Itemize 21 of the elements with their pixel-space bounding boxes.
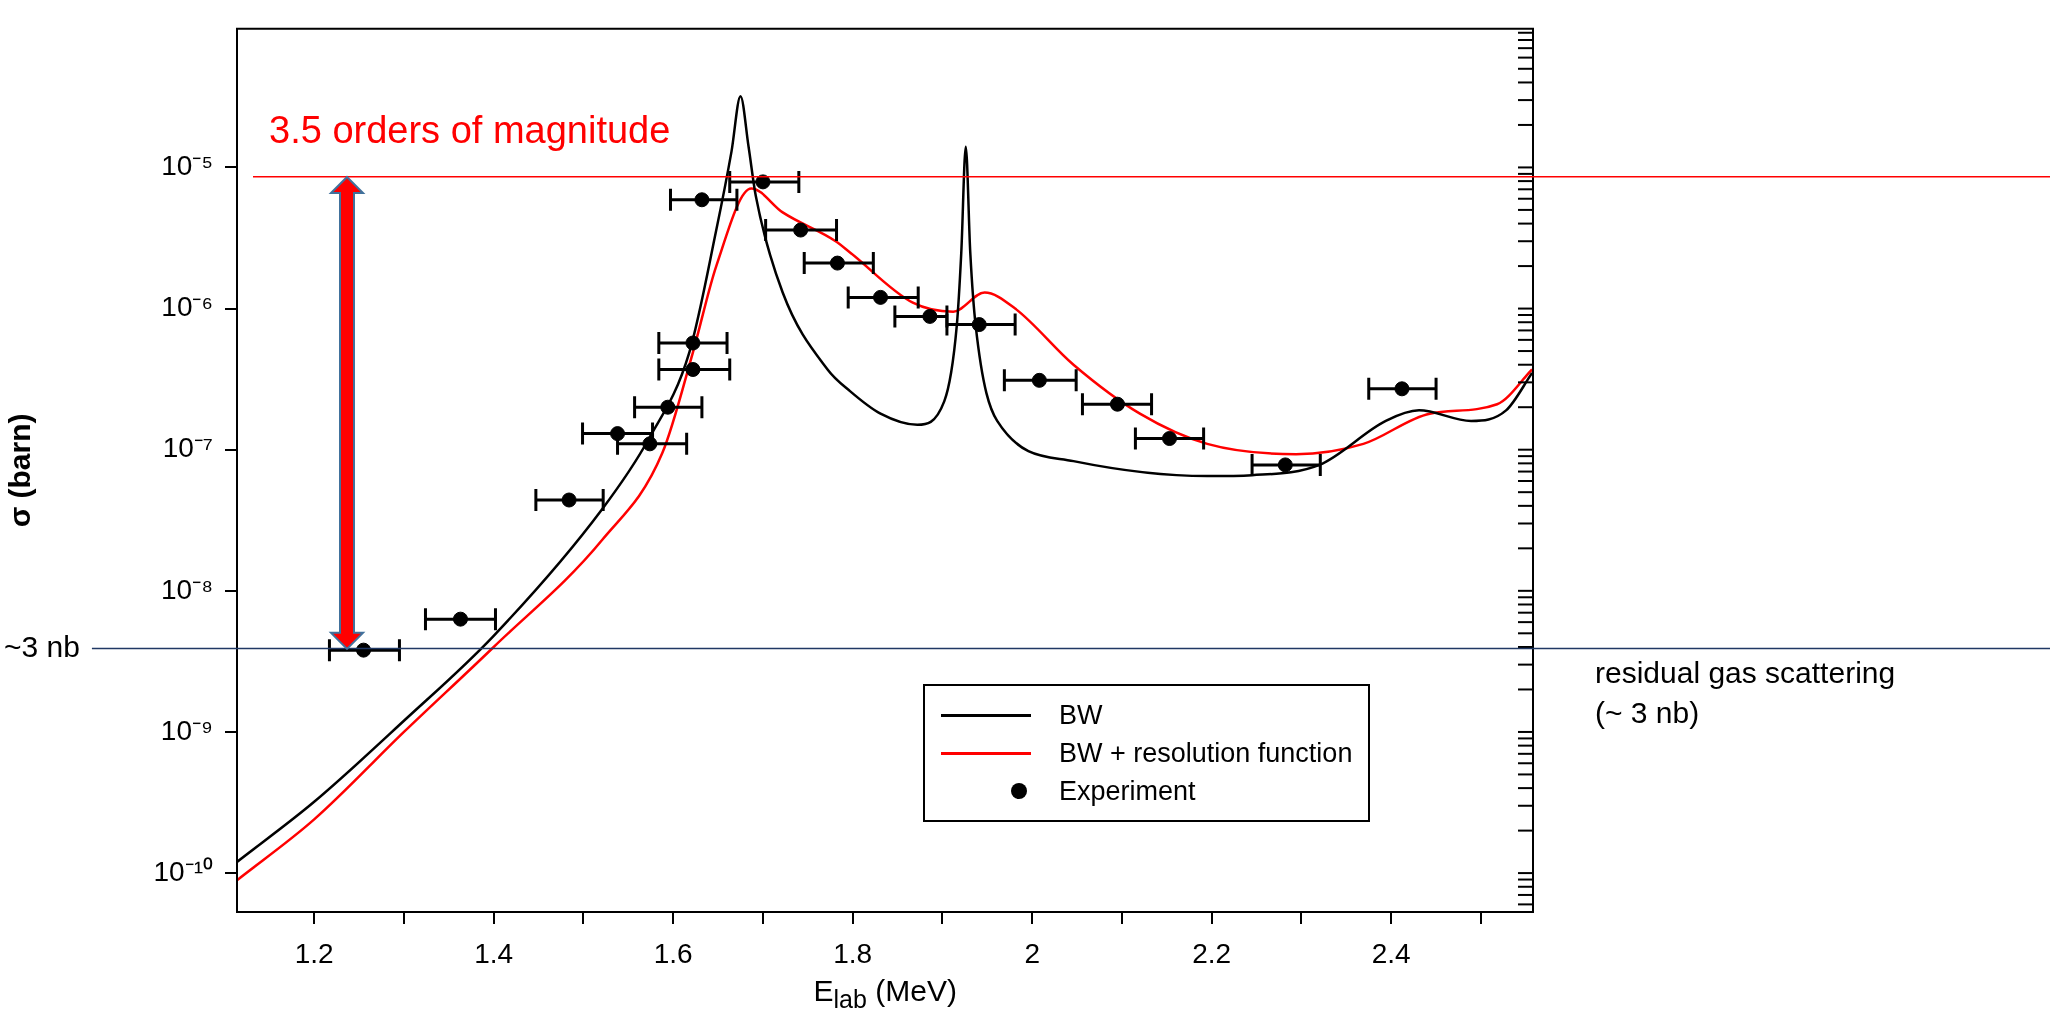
x-axis-title: E$_{lab}$ (MeV) bbox=[813, 974, 957, 1014]
ref-line-label: 3.5 orders of magnitude bbox=[269, 108, 671, 151]
legend-label: BW + resolution function bbox=[1059, 737, 1353, 769]
y-tick-label: 10⁻⁶ bbox=[161, 291, 213, 323]
y-tick-label: 10⁻⁹ bbox=[160, 714, 213, 746]
x-tick-label: 2.2 bbox=[1192, 937, 1232, 969]
x-tick-label: 1.2 bbox=[294, 937, 334, 969]
x-tick-label: 1.8 bbox=[833, 937, 873, 969]
x-tick-label: 1.4 bbox=[474, 937, 514, 969]
y-tick-label: 10⁻⁸ bbox=[161, 573, 213, 605]
x-tick-label: 1.6 bbox=[653, 937, 693, 969]
x-tick-label: 2 bbox=[1024, 937, 1040, 969]
y-tick-label: 10⁻¹⁰ bbox=[153, 855, 213, 887]
x-tick-label: 2.4 bbox=[1371, 937, 1411, 969]
y-tick-label: 10⁻⁷ bbox=[162, 432, 213, 464]
ref-line-label: ~3 nb bbox=[4, 629, 80, 663]
legend-label: Experiment bbox=[1059, 775, 1196, 807]
legend-label: BW bbox=[1059, 699, 1103, 731]
y-axis-title: σ (barn) bbox=[3, 413, 37, 528]
text: residual gas scattering (~ 3 nb) bbox=[1595, 654, 1897, 731]
y-tick-label: 10⁻⁵ bbox=[161, 150, 213, 182]
